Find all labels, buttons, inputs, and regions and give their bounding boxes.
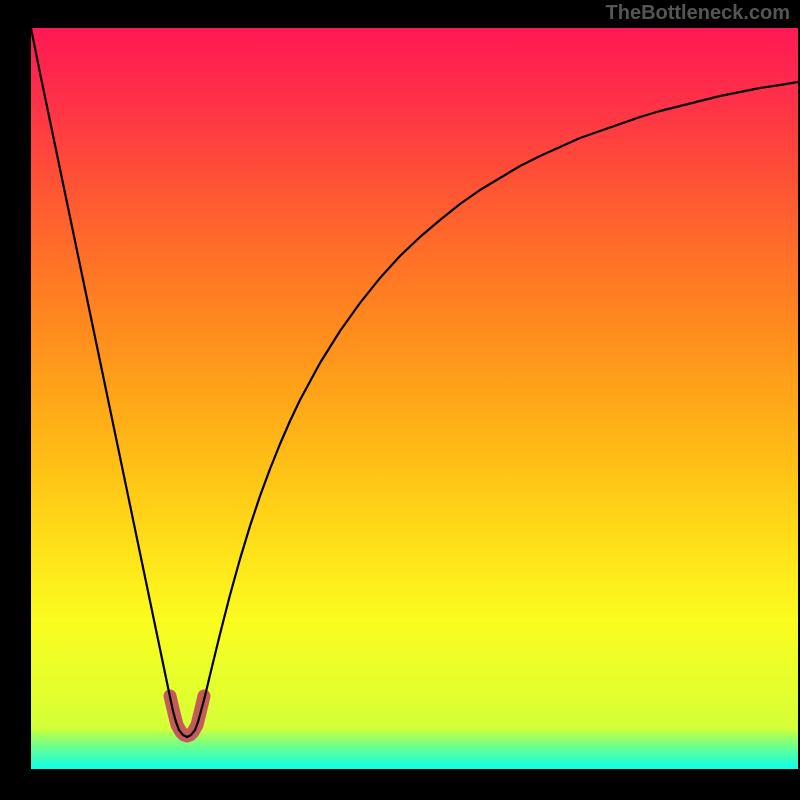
chart-container: TheBottleneck.com <box>0 0 800 800</box>
bottleneck-chart <box>0 0 800 800</box>
watermark-text: TheBottleneck.com <box>606 2 790 25</box>
gradient-background <box>31 28 798 769</box>
